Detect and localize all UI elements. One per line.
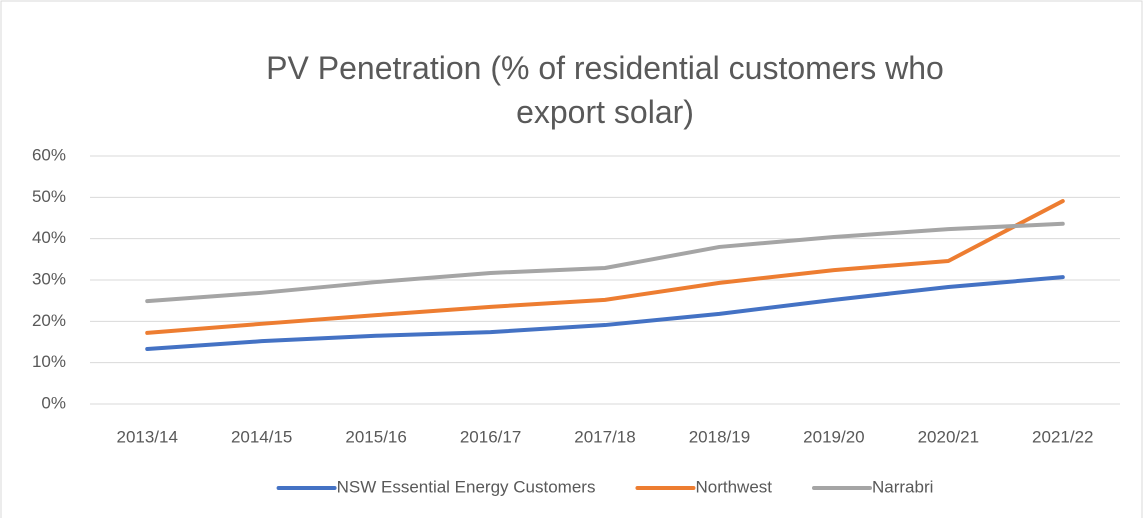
legend-label: Northwest (695, 477, 772, 496)
legend-label: NSW Essential Energy Customers (337, 477, 596, 496)
y-tick-label: 50% (32, 187, 66, 206)
x-tick-label: 2016/17 (460, 427, 521, 446)
line-series (145, 199, 1065, 335)
x-tick-label: 2014/15 (231, 427, 292, 446)
line-series (145, 275, 1065, 352)
chart-title: PV Penetration (% of residential custome… (266, 50, 944, 130)
x-tick-label: 2013/14 (116, 427, 177, 446)
y-tick-label: 60% (32, 145, 66, 164)
y-tick-label: 0% (41, 393, 66, 412)
y-tick-label: 40% (32, 228, 66, 247)
x-tick-label: 2020/21 (918, 427, 979, 446)
line-series (145, 221, 1065, 304)
x-tick-label: 2021/22 (1032, 427, 1093, 446)
x-tick-label: 2018/19 (689, 427, 750, 446)
x-tick-label: 2015/16 (345, 427, 406, 446)
legend-label: Narrabri (872, 477, 933, 496)
x-tick-label: 2019/20 (803, 427, 864, 446)
y-tick-label: 20% (32, 311, 66, 330)
y-tick-label: 10% (32, 352, 66, 371)
y-tick-label: 30% (32, 269, 66, 288)
x-tick-label: 2017/18 (574, 427, 635, 446)
